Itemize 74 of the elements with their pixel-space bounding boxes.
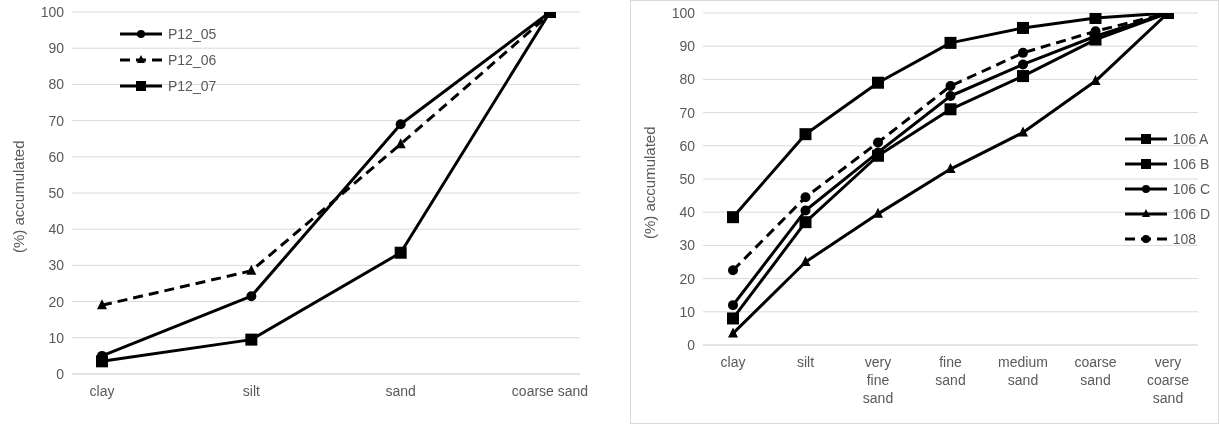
legend-label: 106 D — [1172, 206, 1210, 222]
y-tick-label: 90 — [679, 38, 696, 55]
point — [394, 246, 407, 259]
x-tick-label: coarse sand — [511, 383, 589, 399]
point — [1017, 21, 1029, 34]
x-tick-label: sand — [385, 383, 416, 399]
point — [873, 207, 883, 218]
x-tick-label: silt — [796, 354, 815, 370]
y-tick-label: 80 — [48, 76, 65, 93]
y-tick-label: 0 — [56, 365, 65, 382]
point — [1018, 126, 1028, 137]
y-tick-label: 0 — [687, 336, 696, 353]
point — [246, 291, 257, 302]
point — [728, 300, 738, 311]
point — [944, 36, 957, 49]
y-tick-label: 60 — [679, 137, 696, 154]
point — [872, 76, 884, 89]
y-tick-label: 100 — [671, 4, 696, 21]
x-tick-label: fine sand — [935, 354, 966, 388]
y-tick-label: 50 — [48, 184, 65, 201]
point — [728, 265, 738, 276]
x-tick-label: clay — [720, 354, 746, 370]
y-tick-label: 40 — [679, 204, 696, 221]
point — [1018, 47, 1028, 58]
legend-label: P12_07 — [168, 78, 217, 94]
y-tick-label: 50 — [679, 170, 696, 187]
point — [800, 192, 811, 203]
x-tick-label: very coarse sand — [1146, 354, 1190, 406]
point — [945, 81, 956, 92]
point — [873, 137, 883, 148]
point — [728, 327, 738, 338]
point — [246, 264, 257, 275]
point — [800, 205, 811, 216]
y-tick-label: 70 — [48, 112, 65, 129]
y-axis-title: (%) accumulated — [10, 140, 28, 253]
point — [1018, 59, 1028, 70]
point — [799, 216, 812, 229]
y-tick-label: 20 — [679, 270, 696, 287]
x-tick-label: very fine sand — [862, 354, 894, 406]
x-tick-label: coarse sand — [1074, 354, 1117, 388]
y-axis-title: (%) accumulated — [641, 126, 659, 239]
legend-label: 106 A — [1172, 131, 1209, 147]
x-tick-label: medium sand — [998, 354, 1048, 388]
legend-label: 108 — [1172, 231, 1196, 247]
legend-label: 106 C — [1172, 181, 1210, 197]
point — [1017, 70, 1029, 83]
x-tick-label: silt — [242, 383, 260, 399]
y-tick-label: 60 — [48, 148, 65, 165]
point — [799, 128, 812, 141]
y-tick-label: 30 — [679, 237, 696, 254]
legend-label: 106 B — [1172, 156, 1210, 172]
y-tick-label: 10 — [679, 303, 696, 320]
legend-label: P12_06 — [168, 52, 217, 68]
point — [945, 91, 956, 101]
point — [96, 355, 108, 368]
point — [800, 256, 811, 266]
legend-label: P12_05 — [168, 26, 217, 42]
y-tick-label: 70 — [679, 104, 696, 121]
y-tick-label: 100 — [40, 3, 65, 20]
y-tick-label: 30 — [48, 257, 65, 274]
y-tick-label: 10 — [48, 329, 65, 346]
point — [245, 333, 258, 346]
point — [97, 299, 107, 310]
y-tick-label: 40 — [48, 221, 65, 238]
y-tick-label: 80 — [679, 71, 696, 88]
x-tick-label: clay — [89, 383, 115, 399]
point — [395, 138, 406, 149]
point — [1089, 13, 1102, 24]
point — [944, 103, 957, 116]
point — [727, 312, 739, 325]
y-tick-label: 20 — [48, 293, 65, 310]
y-tick-label: 90 — [48, 40, 65, 57]
point — [395, 119, 406, 130]
point — [727, 211, 739, 224]
